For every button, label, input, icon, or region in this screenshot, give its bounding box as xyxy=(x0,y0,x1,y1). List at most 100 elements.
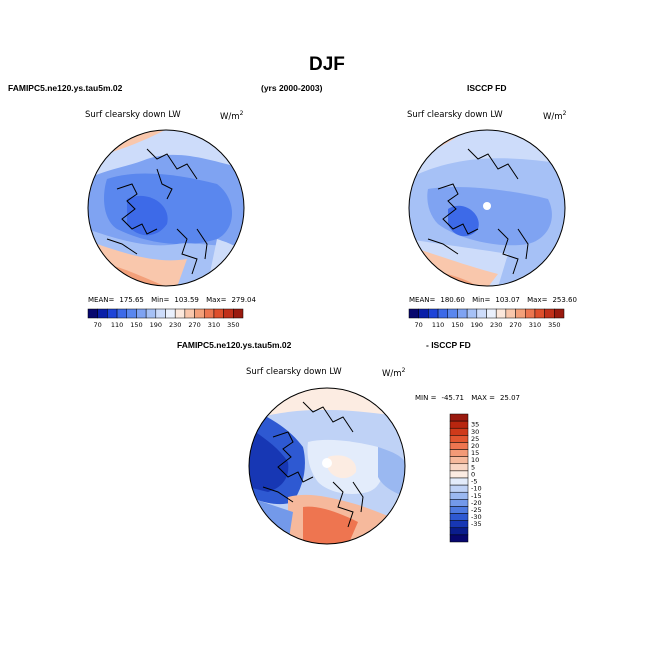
panel3-stats: MIN = -45.71 MAX = 25.07 xyxy=(415,394,521,402)
colorbar-tick-label: 30 xyxy=(471,428,479,436)
colorbar-tick-label: 350 xyxy=(548,321,560,329)
colorbar-swatch xyxy=(223,308,234,319)
pole-mask-icon xyxy=(322,458,332,468)
colorbar-tick-label: 190 xyxy=(471,321,483,329)
colorbar-tick-label: -30 xyxy=(471,513,482,521)
colorbar-tick-label: 190 xyxy=(150,321,162,329)
colorbar-swatch xyxy=(495,308,507,319)
panel2-stats: MEAN= 180.60 Min= 103.07 Max= 253.60 xyxy=(409,296,577,304)
colorbar-tick-label: 35 xyxy=(471,421,479,429)
colorbar-swatch xyxy=(449,470,469,479)
colorbar-swatch xyxy=(449,449,469,457)
colorbar-swatch xyxy=(449,527,469,536)
colorbar-swatch xyxy=(213,308,224,319)
colorbar-swatch xyxy=(505,308,516,319)
colorbar-swatch xyxy=(449,477,469,486)
colorbar-swatch xyxy=(449,506,469,514)
panel1-model-label: FAMIPC5.ne120.ys.tau5m.02 xyxy=(8,83,123,93)
colorbar-swatch xyxy=(449,491,469,500)
colorbar-tick-label: 110 xyxy=(432,321,444,329)
panel1-units: W/m2 xyxy=(220,110,244,122)
colorbar-swatch xyxy=(449,427,469,436)
colorbar-swatch xyxy=(449,442,469,450)
colorbar-tick-label: 20 xyxy=(471,442,479,450)
colorbar-swatch xyxy=(449,484,469,493)
colorbar-swatch xyxy=(136,308,147,319)
colorbar-tick-label: -10 xyxy=(471,485,482,493)
panel3-plot-title: Surf clearsky down LW xyxy=(246,367,342,377)
colorbar-swatch xyxy=(184,308,195,319)
colorbar-tick-label: 70 xyxy=(415,321,423,329)
panel3-diff-polar-map xyxy=(248,387,406,545)
panel2-units: W/m2 xyxy=(543,110,567,122)
figure-title: DJF xyxy=(309,54,345,75)
colorbar-swatch xyxy=(466,308,478,319)
colorbar-swatch xyxy=(126,308,137,319)
panel1-stats: MEAN= 175.65 Min= 103.59 Max= 279.04 xyxy=(88,296,256,304)
colorbar-swatch xyxy=(204,308,215,319)
colorbar-swatch xyxy=(449,499,469,507)
colorbar-tick-label: 230 xyxy=(169,321,181,329)
colorbar-tick-label: 5 xyxy=(471,463,475,471)
colorbar-swatch xyxy=(449,463,469,472)
colorbar-swatch xyxy=(174,308,186,319)
colorbar-swatch xyxy=(457,308,468,319)
colorbar-swatch xyxy=(449,520,469,529)
colorbar-swatch xyxy=(107,308,118,319)
colorbar-tick-label: -20 xyxy=(471,499,482,507)
colorbar-swatch xyxy=(449,413,469,422)
colorbar-swatch xyxy=(145,308,157,319)
panel3-obs-label: - ISCCP FD xyxy=(426,340,471,350)
colorbar-tick-label: 110 xyxy=(111,321,123,329)
colorbar-swatch xyxy=(155,308,166,319)
panel2-plot-title: Surf clearsky down LW xyxy=(407,110,503,120)
colorbar-swatch xyxy=(418,308,429,319)
panel1-polar-map xyxy=(87,129,245,287)
colorbar-tick-label: 310 xyxy=(529,321,541,329)
colorbar-swatch xyxy=(486,308,497,319)
panel3-model-label: FAMIPC5.ne120.ys.tau5m.02 xyxy=(177,340,292,350)
colorbar-swatch xyxy=(544,308,555,319)
colorbar-swatch xyxy=(449,456,469,465)
colorbar-swatch xyxy=(194,308,205,319)
panel1-years-label: (yrs 2000-2003) xyxy=(261,83,323,93)
colorbar-swatch xyxy=(525,308,536,319)
panel2-colorbar: 70 110 150 190 230 270 310 350 xyxy=(408,308,565,329)
colorbar-swatch xyxy=(437,308,448,319)
colorbar-swatch xyxy=(449,435,469,443)
colorbar-swatch xyxy=(554,308,565,319)
colorbar-tick-label: -5 xyxy=(471,478,477,486)
colorbar-tick-label: -25 xyxy=(471,506,482,514)
panel1-colorbar: 70 110 150 190 230 270 310 350 xyxy=(87,308,244,329)
colorbar-swatch xyxy=(449,534,469,543)
colorbar-tick-label: 10 xyxy=(471,456,479,464)
colorbar-tick-label: -15 xyxy=(471,492,482,500)
colorbar-tick-label: 270 xyxy=(509,321,521,329)
colorbar-tick-label: 15 xyxy=(471,449,479,457)
colorbar-swatch xyxy=(449,420,469,429)
colorbar-swatch xyxy=(449,513,469,521)
panel1-plot-title: Surf clearsky down LW xyxy=(85,110,181,120)
colorbar-tick-label: 70 xyxy=(94,321,102,329)
colorbar-swatch xyxy=(97,308,108,319)
panel2-obs-label: ISCCP FD xyxy=(467,83,507,93)
colorbar-swatch xyxy=(476,308,487,319)
colorbar-swatch xyxy=(165,308,176,319)
pole-mask-icon xyxy=(483,202,491,210)
panel2-polar-map xyxy=(408,129,566,287)
colorbar-tick-label: 150 xyxy=(130,321,142,329)
colorbar-swatch xyxy=(515,308,526,319)
panel3-units: W/m2 xyxy=(382,367,406,379)
colorbar-swatch xyxy=(428,308,439,319)
colorbar-tick-label: 25 xyxy=(471,435,479,443)
colorbar-swatch xyxy=(87,308,98,319)
colorbar-tick-label: 0 xyxy=(471,470,475,478)
colorbar-tick-label: 350 xyxy=(227,321,239,329)
colorbar-swatch xyxy=(116,308,127,319)
colorbar-tick-label: -35 xyxy=(471,520,482,528)
colorbar-swatch xyxy=(534,308,545,319)
colorbar-tick-label: 150 xyxy=(451,321,463,329)
colorbar-tick-label: 310 xyxy=(208,321,220,329)
colorbar-tick-label: 270 xyxy=(188,321,200,329)
